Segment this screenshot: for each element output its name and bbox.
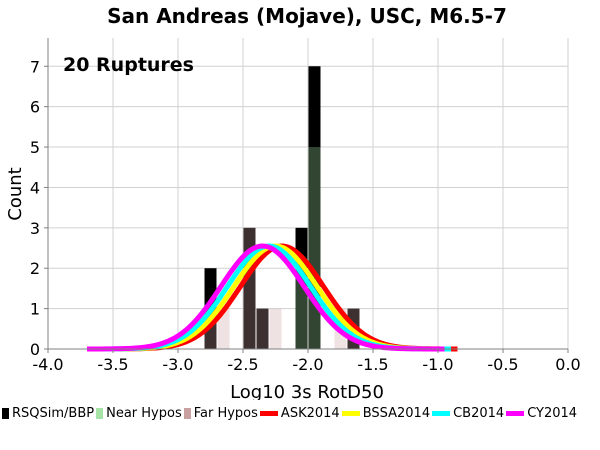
histogram-bar bbox=[256, 308, 269, 349]
x-tick-label: -3.5 bbox=[97, 355, 128, 374]
legend-swatch bbox=[259, 410, 278, 416]
x-axis-label: Log10 3s RotD50 bbox=[230, 382, 384, 400]
x-tick-label: -2.0 bbox=[292, 355, 323, 374]
histogram-bar bbox=[256, 308, 269, 349]
plot-area: -4.0 -3.5 -3.0 -2.5 -2.0 -1.5 -1.0 -0.5 0.0 0 1 2 3 4… bbox=[30, 38, 581, 374]
chart-legend: RSQSim/BBP Near Hypos Far Hypos ASK2014 BSSA… bbox=[2, 405, 598, 421]
legend-label: Far Hypos bbox=[193, 405, 258, 421]
x-tick-label: -1.5 bbox=[357, 355, 388, 374]
rupture-count-annotation: 20 Ruptures bbox=[63, 54, 194, 76]
x-tick-label: 0.0 bbox=[555, 355, 580, 374]
legend-label: RSQSim/BBP bbox=[12, 405, 95, 421]
legend-item: BSSA2014 bbox=[341, 405, 431, 421]
x-tick-label: -0.5 bbox=[487, 355, 518, 374]
x-tick-label: -1.0 bbox=[422, 355, 453, 374]
y-tick-label: 3 bbox=[30, 219, 40, 238]
curve-cy2014 bbox=[86, 243, 445, 352]
legend-item: RSQSim/BBP bbox=[2, 405, 94, 421]
histogram-bar bbox=[269, 308, 282, 349]
legend-label: BSSA2014 bbox=[362, 405, 431, 421]
legend-item: Near Hypos bbox=[96, 405, 182, 421]
legend-item: ASK2014 bbox=[259, 405, 340, 421]
y-axis-label: Count bbox=[5, 167, 26, 220]
legend-label: CB2014 bbox=[453, 405, 505, 421]
legend-swatch bbox=[183, 407, 191, 419]
x-tick-label: -2.5 bbox=[227, 355, 258, 374]
x-tick-label: -4.0 bbox=[32, 355, 63, 374]
y-tick-label: 5 bbox=[30, 138, 40, 157]
legend-swatch bbox=[2, 407, 9, 419]
histogram-bar bbox=[217, 308, 230, 349]
legend-swatch bbox=[506, 410, 525, 416]
legend-item: CB2014 bbox=[432, 405, 504, 421]
x-tick-label: -3.0 bbox=[162, 355, 193, 374]
y-tick-label: 7 bbox=[30, 57, 40, 76]
histogram-chart: San Andreas (Mojave), USC, M6.5-7 -4.0 -3… bbox=[5, 4, 581, 400]
y-tick-label: 0 bbox=[30, 340, 40, 359]
legend-swatch bbox=[96, 407, 104, 419]
legend-swatch bbox=[341, 410, 360, 416]
histogram-bar bbox=[308, 147, 321, 349]
y-tick-label: 2 bbox=[30, 259, 40, 278]
legend-item: CY2014 bbox=[506, 405, 577, 421]
y-tick-label: 6 bbox=[30, 98, 40, 117]
legend-label: Near Hypos bbox=[106, 405, 182, 421]
y-tick-label: 1 bbox=[30, 300, 40, 319]
legend-item: Far Hypos bbox=[183, 405, 258, 421]
legend-label: CY2014 bbox=[527, 405, 578, 421]
chart-title: San Andreas (Mojave), USC, M6.5-7 bbox=[107, 4, 507, 28]
legend-label: ASK2014 bbox=[280, 405, 340, 421]
y-tick-label: 4 bbox=[30, 178, 40, 197]
legend-swatch bbox=[432, 410, 451, 416]
